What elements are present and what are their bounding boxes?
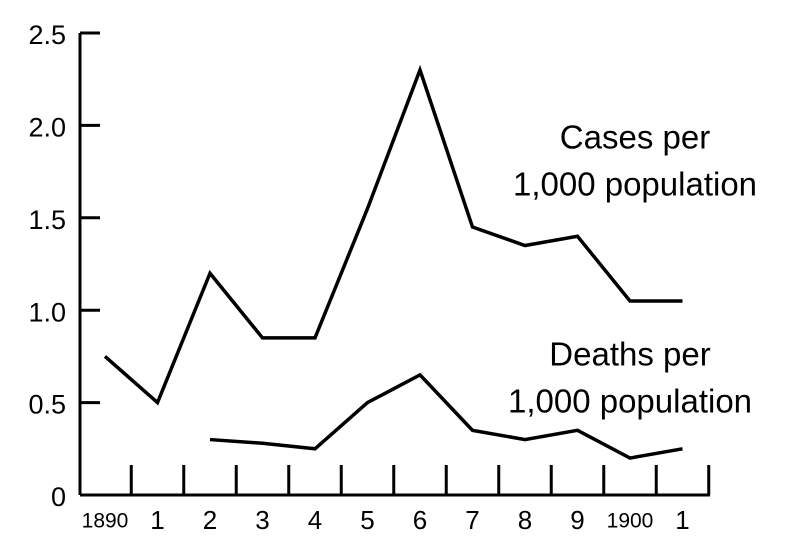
x-tick-label: 9 [570, 505, 584, 535]
x-tick-label: 1900 [607, 510, 654, 533]
series-label: Cases per [560, 119, 710, 156]
x-tick-label: 7 [465, 505, 479, 535]
y-tick-label: 0 [51, 482, 66, 512]
x-tick-label: 4 [308, 505, 322, 535]
series-label: 1,000 population [508, 383, 752, 420]
y-tick-label: 2.5 [28, 20, 66, 50]
series-label: 1,000 population [513, 166, 757, 203]
x-tick-label: 5 [360, 505, 374, 535]
x-tick-label: 2 [203, 505, 217, 535]
x-tick-label: 1 [675, 505, 689, 535]
y-tick-label: 2.0 [28, 113, 66, 143]
y-tick-label: 1.5 [28, 205, 66, 235]
y-tick-label: 1.0 [28, 297, 66, 327]
series-line [103, 64, 683, 406]
x-tick-label: 8 [518, 505, 532, 535]
x-tick-label: 3 [255, 505, 269, 535]
x-tick-label: 1890 [82, 510, 129, 533]
x-tick-label: 1 [150, 505, 164, 535]
y-tick-label: 0.5 [28, 390, 66, 420]
series-label: Deaths per [549, 336, 710, 373]
x-tick-label: 6 [413, 505, 427, 535]
series-line [209, 372, 683, 460]
